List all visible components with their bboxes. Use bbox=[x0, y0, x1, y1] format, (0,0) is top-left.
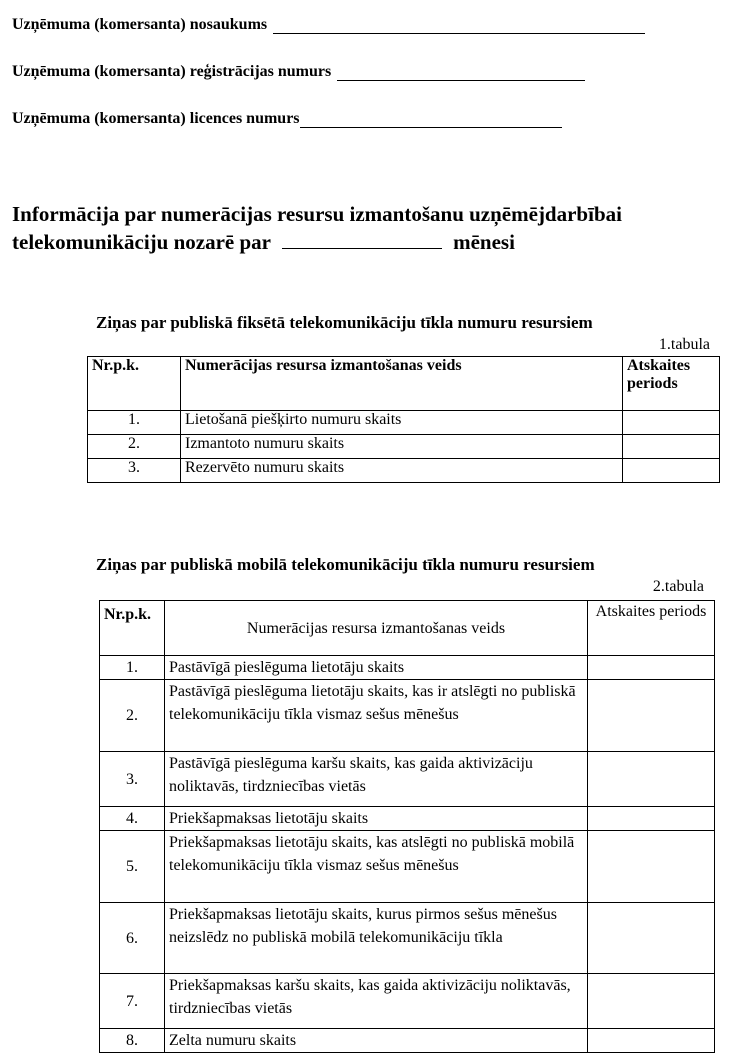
row-no: 3. bbox=[87, 458, 181, 483]
field-label: Uzņēmuma (komersanta) nosaukums bbox=[12, 16, 268, 33]
row-value[interactable] bbox=[587, 655, 715, 680]
row-no: 1. bbox=[99, 655, 165, 680]
table2-title: Ziņas par publiskā mobilā telekomunikāci… bbox=[96, 555, 595, 574]
row-value[interactable] bbox=[587, 902, 715, 974]
row-no: 4. bbox=[99, 806, 165, 831]
table-row: 1. Pastāvīgā pieslēguma lietotāju skaits bbox=[99, 655, 715, 680]
row-value[interactable] bbox=[622, 410, 720, 435]
row-type: Pastāvīgā pieslēguma lietotāju skaits, k… bbox=[164, 679, 588, 752]
header-period: Atskaites periods bbox=[622, 356, 720, 411]
row-type: Izmantoto numuru skaits bbox=[180, 434, 623, 459]
row-no: 6. bbox=[99, 902, 165, 974]
page-title: Informācija par numerācijas resursu izma… bbox=[12, 200, 622, 256]
table-row: 1. Lietošanā piešķirto numuru skaits bbox=[87, 410, 720, 435]
title-text: telekomunikāciju nozarē par bbox=[12, 230, 271, 254]
row-value[interactable] bbox=[587, 1028, 715, 1053]
row-type: Priekšapmaksas karšu skaits, kas gaida a… bbox=[164, 973, 588, 1029]
row-value[interactable] bbox=[587, 679, 715, 752]
row-type: Pastāvīgā pieslēguma lietotāju skaits bbox=[164, 655, 588, 680]
title-line-1: Informācija par numerācijas resursu izma… bbox=[12, 202, 622, 226]
row-type: Pastāvīgā pieslēguma karšu skaits, kas g… bbox=[164, 751, 588, 807]
registration-number-field: Uzņēmuma (komersanta) reģistrācijas numu… bbox=[12, 63, 586, 81]
registration-number-blank[interactable] bbox=[337, 64, 586, 81]
row-no: 5. bbox=[99, 830, 165, 903]
field-label: Uzņēmuma (komersanta) licences numurs bbox=[12, 110, 300, 127]
table-row: 7. Priekšapmaksas karšu skaits, kas gaida… bbox=[99, 973, 715, 1029]
field-label: Uzņēmuma (komersanta) reģistrācijas numu… bbox=[12, 63, 332, 80]
header-no: Nr.p.k. bbox=[87, 356, 181, 411]
table-row: 3. Pastāvīgā pieslēguma karšu skaits, kas… bbox=[99, 751, 715, 807]
row-type: Lietošanā piešķirto numuru skaits bbox=[180, 410, 623, 435]
company-name-field: Uzņēmuma (komersanta) nosaukums bbox=[12, 16, 646, 34]
row-no: 8. bbox=[99, 1028, 165, 1053]
title-line-2: telekomunikāciju nozarē par mēnesi bbox=[12, 228, 622, 256]
license-number-blank[interactable] bbox=[299, 111, 562, 128]
row-value[interactable] bbox=[587, 751, 715, 807]
license-number-field: Uzņēmuma (komersanta) licences numurs bbox=[12, 110, 562, 128]
row-no: 2. bbox=[99, 679, 165, 752]
row-no: 2. bbox=[87, 434, 181, 459]
table1-title: Ziņas par publiskā fiksētā telekomunikāc… bbox=[96, 313, 593, 332]
row-no: 3. bbox=[99, 751, 165, 807]
header-period: Atskaites periods bbox=[587, 600, 715, 656]
row-no: 1. bbox=[87, 410, 181, 435]
table-header: Nr.p.k. Numerācijas resursa izmantošanas… bbox=[87, 356, 720, 411]
table-row: 6. Priekšapmaksas lietotāju skaits, kurus… bbox=[99, 902, 715, 974]
row-value[interactable] bbox=[622, 434, 720, 459]
row-type: Zelta numuru skaits bbox=[164, 1028, 588, 1053]
table-row: 2. Pastāvīgā pieslēguma lietotāju skaits,… bbox=[99, 679, 715, 752]
row-value[interactable] bbox=[587, 830, 715, 903]
row-type: Priekšapmaksas lietotāju skaits bbox=[164, 806, 588, 831]
row-value[interactable] bbox=[622, 458, 720, 483]
header-type: Numerācijas resursa izmantošanas veids bbox=[180, 356, 623, 411]
table-row: 2. Izmantoto numuru skaits bbox=[87, 434, 720, 459]
table-row: 3. Rezervēto numuru skaits bbox=[87, 458, 720, 483]
mobile-network-table: Nr.p.k. Numerācijas resursa izmantošanas… bbox=[99, 600, 715, 1053]
title-text: mēnesi bbox=[453, 230, 515, 254]
row-type: Priekšapmaksas lietotāju skaits, kurus p… bbox=[164, 902, 588, 974]
row-value[interactable] bbox=[587, 806, 715, 831]
row-no: 7. bbox=[99, 973, 165, 1029]
month-blank[interactable] bbox=[281, 228, 442, 249]
fixed-network-table: Nr.p.k. Numerācijas resursa izmantošanas… bbox=[87, 356, 720, 483]
table-header: Nr.p.k. Numerācijas resursa izmantošanas… bbox=[99, 600, 715, 656]
table1-number: 1.tabula bbox=[658, 336, 710, 353]
table2-number: 2.tabula bbox=[652, 578, 704, 595]
table-row: 8. Zelta numuru skaits bbox=[99, 1028, 715, 1053]
company-name-blank[interactable] bbox=[273, 17, 646, 34]
row-type: Rezervēto numuru skaits bbox=[180, 458, 623, 483]
header-no: Nr.p.k. bbox=[99, 600, 165, 656]
header-type: Numerācijas resursa izmantošanas veids bbox=[164, 600, 588, 656]
table-row: 4. Priekšapmaksas lietotāju skaits bbox=[99, 806, 715, 831]
table-row: 5. Priekšapmaksas lietotāju skaits, kas a… bbox=[99, 830, 715, 903]
row-type: Priekšapmaksas lietotāju skaits, kas ats… bbox=[164, 830, 588, 903]
row-value[interactable] bbox=[587, 973, 715, 1029]
